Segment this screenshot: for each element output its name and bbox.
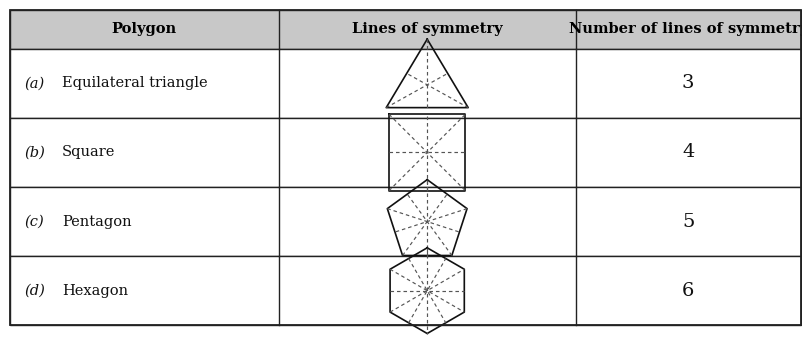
Text: Pentagon: Pentagon (62, 215, 132, 228)
Bar (10, 118, 800, 187)
Text: 3: 3 (681, 74, 694, 92)
Text: 6: 6 (681, 282, 694, 300)
Bar (10, 187, 800, 256)
Text: (b): (b) (24, 146, 45, 159)
Text: Lines of symmetry: Lines of symmetry (351, 23, 502, 36)
Text: (c): (c) (24, 215, 44, 228)
Text: Number of lines of symmetry: Number of lines of symmetry (568, 23, 802, 36)
Text: 5: 5 (681, 213, 694, 231)
Bar (10, 49, 800, 118)
Text: Equilateral triangle: Equilateral triangle (62, 76, 207, 90)
Text: (d): (d) (24, 284, 45, 298)
Text: Hexagon: Hexagon (62, 284, 128, 298)
Bar (10, 256, 800, 325)
Text: (a): (a) (24, 76, 44, 90)
Text: 4: 4 (681, 144, 694, 161)
Text: Square: Square (62, 146, 115, 159)
Text: Polygon: Polygon (111, 23, 176, 36)
Bar (10, 10, 800, 49)
